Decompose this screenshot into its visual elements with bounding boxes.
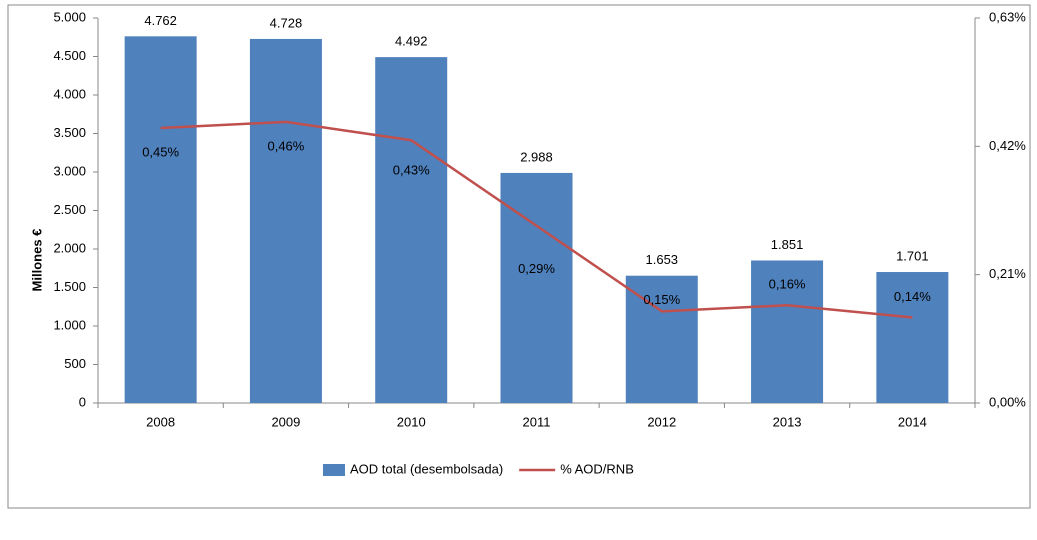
y-tick-label: 3.000 bbox=[53, 163, 86, 178]
bar bbox=[124, 36, 197, 404]
line-value-label: 0,29% bbox=[518, 261, 555, 276]
y-axis-title: Millones € bbox=[29, 229, 44, 292]
y-tick-label: 4.500 bbox=[53, 48, 86, 63]
y-tick-label: 3.500 bbox=[53, 125, 86, 140]
line bbox=[160, 120, 913, 319]
bar-value-label: 2.988 bbox=[520, 149, 553, 164]
bar-value-label: 1.701 bbox=[896, 248, 929, 263]
y-tick-label: 4.000 bbox=[53, 86, 86, 101]
y-tick-label: 1.500 bbox=[53, 279, 86, 294]
y-tick-label: 1.000 bbox=[53, 317, 86, 332]
bar-value-label: 4.492 bbox=[395, 34, 428, 49]
line-value-label: 0,45% bbox=[142, 144, 179, 159]
y-tick-label: 2.500 bbox=[53, 202, 86, 217]
x-tick-label: 2008 bbox=[146, 414, 175, 429]
y2-tick-label: 0,21% bbox=[989, 266, 1026, 281]
bar bbox=[500, 172, 573, 403]
x-tick-label: 2011 bbox=[523, 414, 551, 429]
bar-value-label: 4.762 bbox=[144, 13, 177, 28]
line-value-label: 0,43% bbox=[393, 163, 430, 178]
line-value-label: 0,46% bbox=[267, 138, 304, 153]
bar bbox=[876, 272, 949, 403]
line-value-label: 0,16% bbox=[769, 277, 806, 292]
x-tick-label: 2009 bbox=[271, 414, 300, 429]
legend-swatch bbox=[323, 464, 345, 476]
bar-value-label: 1.851 bbox=[771, 237, 804, 252]
bar bbox=[625, 275, 698, 403]
y2-tick-label: 0,63% bbox=[989, 9, 1026, 24]
x-tick-label: 2014 bbox=[898, 414, 927, 429]
y-tick-label: 500 bbox=[64, 356, 86, 371]
legend-label: % AOD/RNB bbox=[560, 461, 634, 476]
legend-label: AOD total (desembolsada) bbox=[350, 461, 503, 476]
bar-value-label: 1.653 bbox=[646, 252, 679, 267]
x-tick-label: 2010 bbox=[397, 414, 426, 429]
line-value-label: 0,15% bbox=[643, 292, 680, 307]
line-value-label: 0,14% bbox=[894, 289, 931, 304]
y2-tick-label: 0,42% bbox=[989, 138, 1026, 153]
bar-value-label: 4.728 bbox=[270, 15, 303, 30]
y2-tick-label: 0,00% bbox=[989, 394, 1026, 409]
bar bbox=[249, 38, 322, 403]
bar bbox=[375, 57, 448, 404]
bar bbox=[751, 260, 824, 403]
x-tick-label: 2013 bbox=[773, 414, 802, 429]
y-tick-label: 2.000 bbox=[53, 240, 86, 255]
y-tick-label: 0 bbox=[79, 394, 86, 409]
y-tick-label: 5.000 bbox=[53, 9, 86, 24]
x-tick-label: 2012 bbox=[647, 414, 676, 429]
